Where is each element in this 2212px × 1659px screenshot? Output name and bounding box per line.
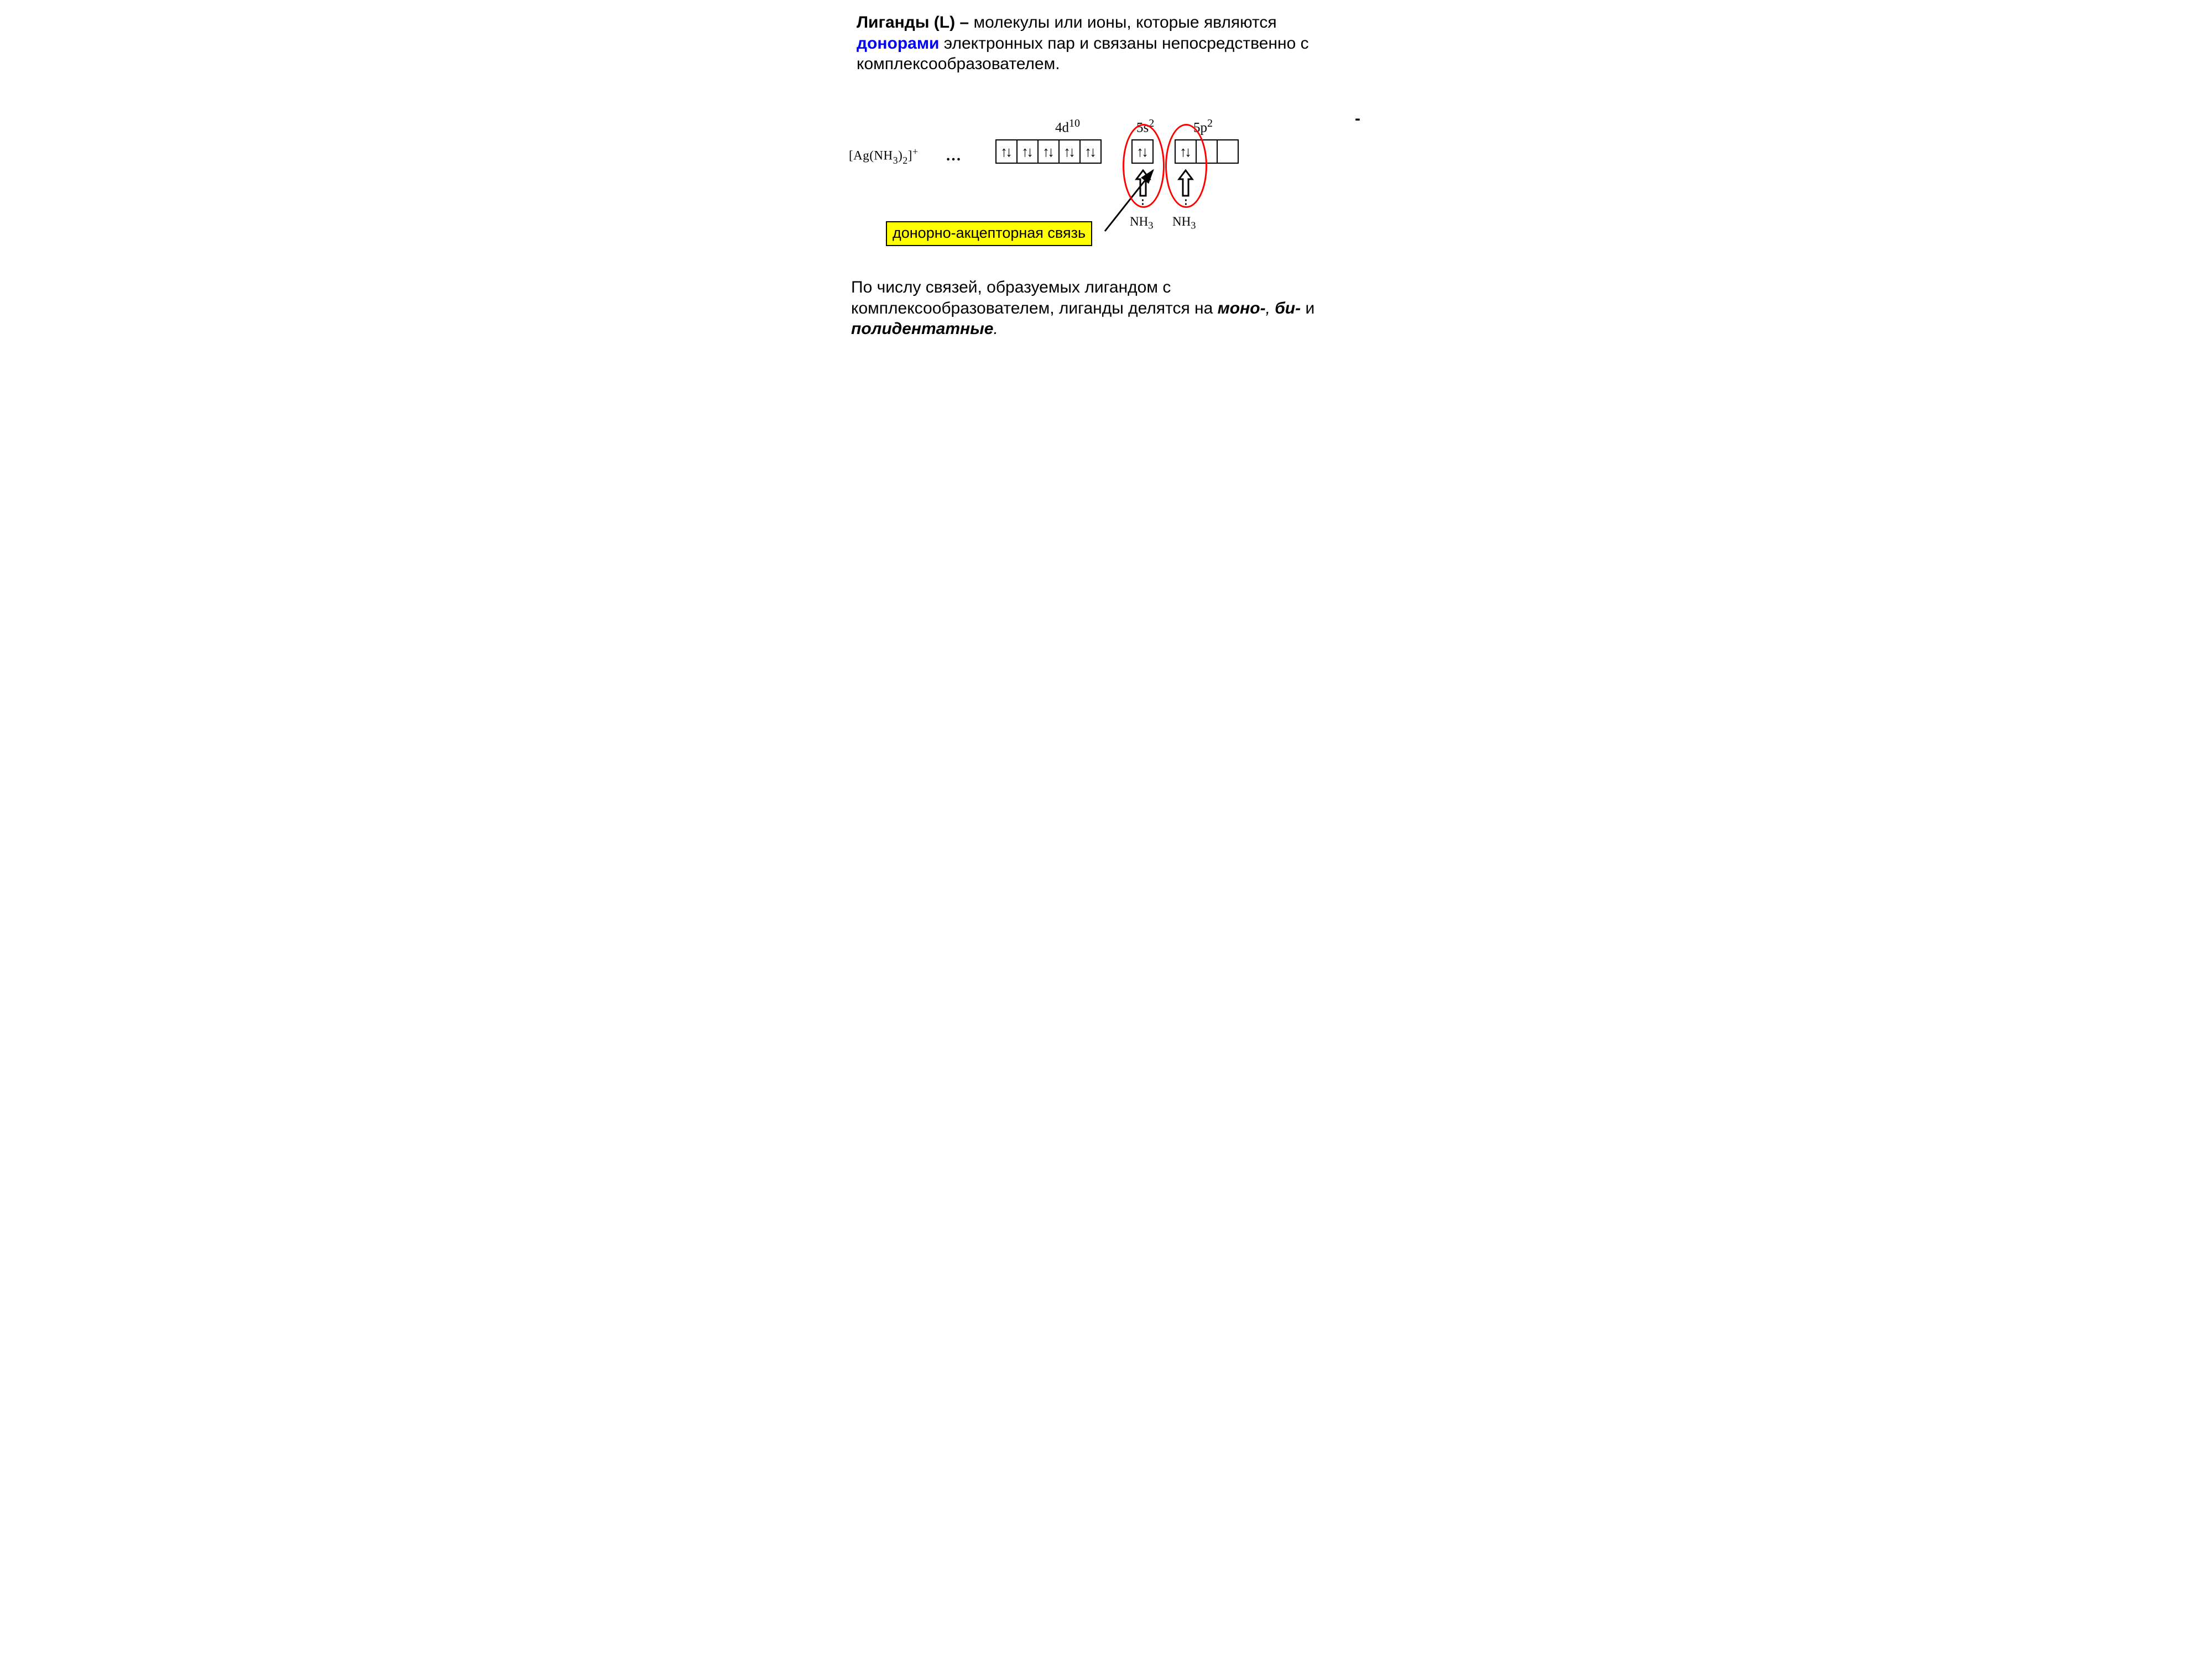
comma1: , (1266, 299, 1275, 317)
bottom-poly: полидентатные (851, 320, 993, 338)
bottom-mono: моно- (1218, 299, 1266, 317)
top-part2: молекулы или ионы, которые являются (973, 13, 1276, 32)
orbital-row-4d: ↑↓ ↑↓ ↑↓ ↑↓ ↑↓ (995, 139, 1102, 164)
bottom-part1: По числу связей, образуемых лигандом с к… (851, 278, 1218, 317)
top-paragraph: Лиганды (L) – молекулы или ионы, которые… (857, 12, 1357, 75)
orbital-diagram: [Ag(NH3)2]+ … 4d10 5s2 5p2 ↑↓ ↑↓ ↑↓ ↑↓ ↑… (846, 111, 1366, 265)
bottom-paragraph: По числу связей, образуемых лигандом с к… (851, 277, 1357, 340)
top-part1-bold: Лиганды (L) – (857, 13, 973, 32)
callout-donor-acceptor: донорно-акцепторная связь (886, 221, 1092, 246)
orbital-cell (1218, 140, 1238, 163)
slide-root: Лиганды (L) – молекулы или ионы, которые… (830, 0, 1383, 415)
orbital-cell: ↑↓ (1039, 140, 1060, 163)
orbital-cell: ↑↓ (997, 140, 1018, 163)
nh3-label: NH3 (1130, 215, 1153, 232)
highlight-ellipse (1123, 124, 1165, 208)
highlight-ellipse (1165, 124, 1207, 208)
label-4d: 4d10 (1055, 117, 1080, 135)
nh3-label: NH3 (1172, 215, 1196, 232)
and: и (1305, 299, 1314, 317)
bottom-bi: би- (1275, 299, 1301, 317)
orbital-cell: ↑↓ (1060, 140, 1081, 163)
orbital-cell: ↑↓ (1081, 140, 1100, 163)
top-part3-blue-bold: донорами (857, 34, 939, 53)
ellipsis: … (946, 147, 962, 165)
orbital-cell: ↑↓ (1018, 140, 1039, 163)
period: . (993, 320, 998, 338)
complex-formula: [Ag(NH3)2]+ (849, 146, 919, 165)
